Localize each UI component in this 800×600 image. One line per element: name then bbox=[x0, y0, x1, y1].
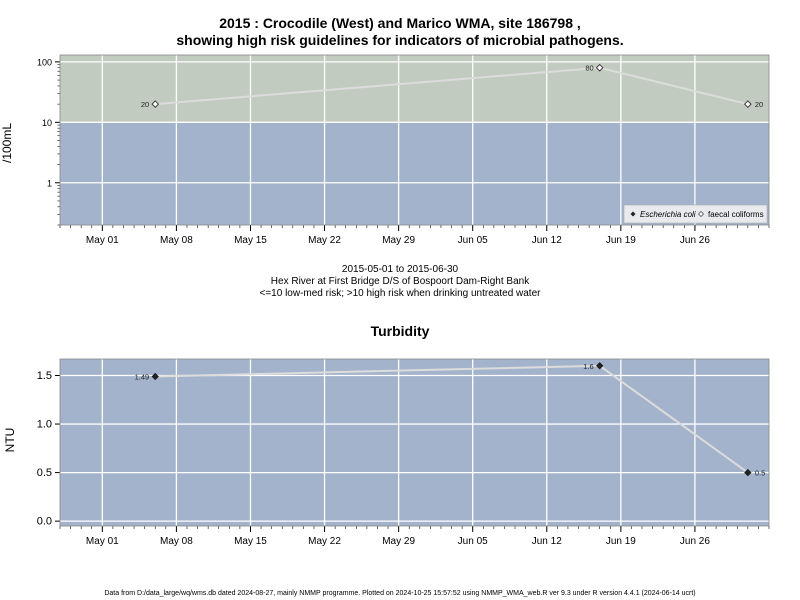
x-tick-label: May 22 bbox=[308, 235, 341, 246]
footer-note: Data from D:/data_large/wq/wms.db dated … bbox=[104, 590, 696, 597]
x-tick-label: May 01 bbox=[86, 235, 119, 246]
chart-title-line-1: 2015 : Crocodile (West) and Marico WMA, … bbox=[219, 15, 581, 31]
plot-border bbox=[59, 54, 770, 226]
data-label: 80 bbox=[585, 64, 593, 73]
x-tick-label: May 29 bbox=[382, 536, 415, 547]
period-label: 2015-05-01 to 2015-06-30 bbox=[341, 264, 459, 275]
legend-label-faecal: faecal coliforms bbox=[708, 210, 764, 219]
y-tick-label: 1.5 bbox=[37, 370, 52, 382]
legend-label-ecoli: Escherichia coli bbox=[640, 210, 696, 219]
high-risk-band bbox=[60, 55, 769, 123]
legend-box bbox=[623, 204, 768, 224]
x-tick-label: Jun 26 bbox=[680, 536, 710, 547]
x-tick-label: May 22 bbox=[308, 536, 341, 547]
x-tick-label: Jun 05 bbox=[458, 536, 488, 547]
x-tick-label: May 08 bbox=[160, 235, 193, 246]
x-tick-label: May 15 bbox=[234, 536, 267, 547]
x-tick-label: May 15 bbox=[234, 235, 267, 246]
data-label: 0.5 bbox=[755, 469, 765, 478]
data-label: 1.49 bbox=[135, 372, 150, 381]
data-label: 20 bbox=[755, 100, 763, 109]
turbidity-title: Turbidity bbox=[370, 323, 430, 339]
y-tick-label: 1.0 bbox=[37, 419, 52, 431]
data-point bbox=[151, 100, 160, 108]
y-tick-label: 1 bbox=[47, 178, 52, 188]
x-tick-label: May 29 bbox=[382, 235, 415, 246]
data-point bbox=[744, 468, 752, 477]
site-name-label: Hex River at First Bridge D/S of Bospoor… bbox=[270, 276, 530, 287]
data-point bbox=[743, 100, 752, 108]
data-point bbox=[595, 63, 604, 72]
legend-marker-faecal bbox=[698, 211, 704, 217]
y-tick-label: 10 bbox=[42, 118, 52, 128]
data-label: 20 bbox=[141, 100, 149, 109]
y-tick-label: 0.5 bbox=[37, 467, 52, 479]
x-tick-label: Jun 12 bbox=[532, 536, 562, 547]
plot-background bbox=[60, 359, 769, 526]
legend-marker-ecoli bbox=[630, 211, 636, 217]
plot-border bbox=[59, 358, 770, 527]
x-tick-label: Jun 05 bbox=[458, 235, 488, 246]
x-tick-label: May 01 bbox=[86, 536, 119, 547]
x-tick-label: Jun 26 bbox=[680, 235, 710, 246]
turbidity-plot-area: May 01 May 08 May 15 May 22 May 29 Jun 05 Jun … bbox=[37, 358, 770, 547]
x-tick-label: May 08 bbox=[160, 536, 193, 547]
bacteria-plot-area: May 01 May 08 May 15 May 22 May 29 Jun 05 Jun … bbox=[37, 54, 770, 246]
x-tick-label: Jun 19 bbox=[606, 536, 636, 547]
y-tick-label: 100 bbox=[37, 57, 52, 67]
turbidity-y-label: NTU bbox=[3, 427, 17, 453]
risk-note-label: <=10 low-med risk; >10 high risk when dr… bbox=[259, 288, 541, 299]
x-tick-label: Jun 12 bbox=[532, 235, 562, 246]
y-tick-label: 0.0 bbox=[37, 516, 52, 528]
chart-title-line-2: showing high risk guidelines for indicat… bbox=[176, 32, 624, 48]
data-label: 1.6 bbox=[583, 362, 593, 371]
data-point bbox=[596, 362, 604, 370]
x-tick-label: Jun 19 bbox=[606, 235, 636, 246]
data-point bbox=[151, 372, 159, 381]
